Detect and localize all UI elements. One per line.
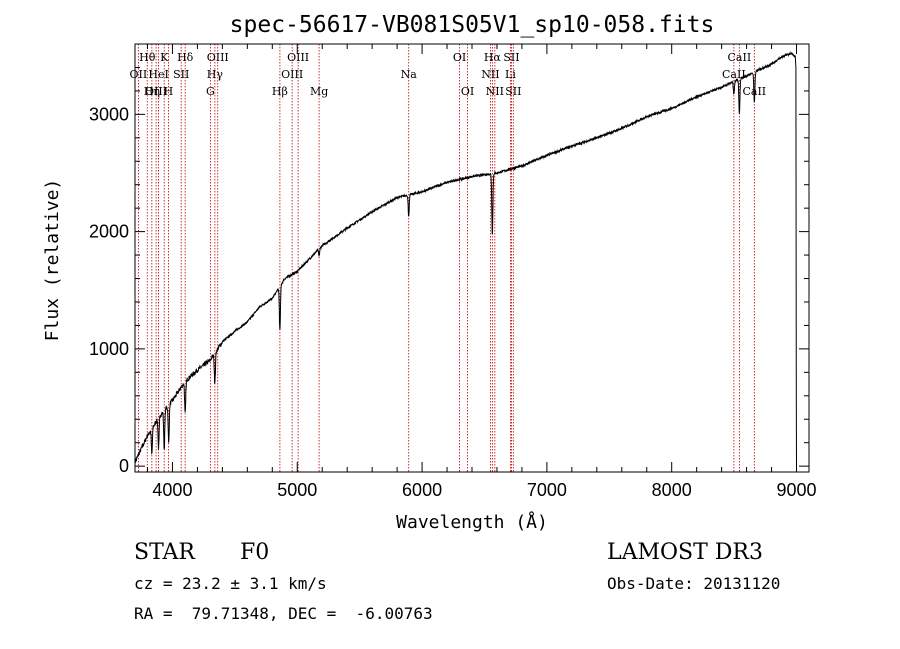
line-marker-label: Hγ — [207, 68, 224, 81]
line-marker-label: CaII — [728, 51, 752, 64]
line-marker-label: K — [160, 51, 169, 64]
line-marker-label: NII — [486, 85, 504, 98]
line-marker-label: OI — [453, 51, 466, 64]
line-marker-label: OIII — [207, 51, 229, 64]
y-tick-label: 0 — [119, 456, 129, 476]
y-axis-label: Flux (relative) — [42, 179, 63, 342]
coordinates-text: RA = 79.71348, DEC = -6.00763 — [134, 604, 433, 623]
y-tick-label: 2000 — [89, 222, 129, 242]
line-marker-label: OIII — [145, 85, 167, 98]
line-marker-label: Hη — [144, 85, 160, 98]
object-subclass: F0 — [240, 540, 270, 565]
chart-title: spec-56617-VB081S05V1_sp10-058.fits — [230, 12, 715, 38]
line-markers-group — [137, 44, 755, 472]
x-tick-label: 4000 — [152, 480, 192, 500]
line-marker-label: OII — [130, 68, 148, 81]
line-marker-label: Li — [505, 68, 516, 81]
redshift-text: cz = 23.2 ± 3.1 km/s — [134, 574, 327, 593]
y-axis-ticks: 0 1000 2000 3000 — [89, 43, 809, 476]
survey-label: LAMOST DR3 — [607, 540, 763, 565]
line-marker-label: HeI — [148, 68, 168, 81]
line-marker-label: SII — [503, 51, 519, 64]
x-tick-label: 7000 — [527, 480, 567, 500]
line-marker-label: OIII — [287, 51, 309, 64]
line-marker-label: H — [164, 85, 174, 98]
y-tick-label: 1000 — [89, 339, 129, 359]
line-marker-label: Hβ — [272, 85, 288, 98]
spectrum-line — [134, 50, 797, 467]
x-axis-ticks: 4000 5000 6000 7000 8000 9000 — [146, 44, 817, 500]
x-tick-label: 8000 — [652, 480, 692, 500]
line-marker-label: CaII — [722, 68, 746, 81]
x-tick-label: 9000 — [776, 480, 816, 500]
line-marker-label: OIII — [281, 68, 303, 81]
line-marker-label: SII — [505, 85, 521, 98]
line-marker-label: OI — [461, 85, 474, 98]
obs-date-text: Obs-Date: 20131120 — [607, 574, 781, 593]
spectrum-group — [134, 50, 797, 467]
line-marker-label: Hδ — [177, 51, 194, 64]
x-tick-label: 6000 — [402, 480, 442, 500]
object-class: STAR — [134, 540, 195, 565]
plot-frame — [134, 43, 810, 473]
x-axis-label: Wavelength (Å) — [396, 511, 548, 533]
line-marker-label: Na — [401, 68, 418, 81]
line-marker-label: Hθ — [139, 51, 156, 64]
x-tick-label: 5000 — [277, 480, 317, 500]
line-marker-label: Hα — [484, 51, 502, 64]
line-marker-label: SII — [173, 68, 189, 81]
line-marker-label: NII — [481, 68, 499, 81]
line-marker-label: G — [206, 85, 215, 98]
line-marker-label: Mg — [310, 85, 328, 98]
y-tick-label: 3000 — [89, 104, 129, 124]
